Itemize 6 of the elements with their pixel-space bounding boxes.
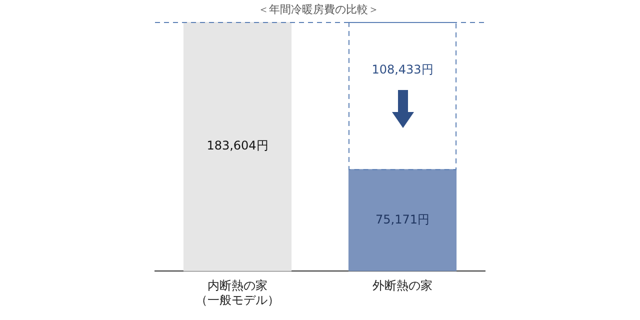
chart-title: ＜年間冷暖房費の比較＞ [258, 2, 379, 17]
x-tick-label: 外断熱の家 [372, 278, 432, 293]
data-label: 108,433円 [372, 62, 434, 77]
data-label: 75,171円 [376, 212, 430, 226]
data-label: 183,604円 [206, 138, 268, 153]
x-tick-label: 内断熱の家（一般モデル） [196, 278, 280, 307]
